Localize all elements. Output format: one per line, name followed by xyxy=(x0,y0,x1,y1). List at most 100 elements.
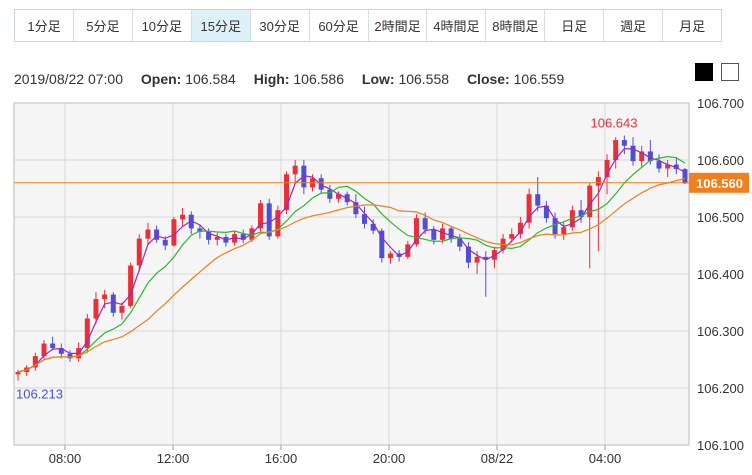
x-tick-label: 08/22 xyxy=(481,451,514,466)
candle-body xyxy=(387,253,393,259)
plot-border xyxy=(13,102,690,446)
candle-body xyxy=(353,202,359,215)
candle-body xyxy=(474,256,480,263)
ma-mid-line xyxy=(17,155,686,373)
timeframe-tab-2[interactable]: 10分足 xyxy=(133,10,192,41)
ma-fast-line xyxy=(17,147,686,373)
ohlc-low-label: Low: xyxy=(361,71,395,87)
ohlc-close-value: 106.559 xyxy=(513,71,565,87)
candle-body xyxy=(171,219,177,246)
candle-body xyxy=(543,205,549,219)
candle-body xyxy=(84,318,90,349)
ohlc-high-value: 106.586 xyxy=(293,71,344,87)
timeframe-tab-5[interactable]: 60分足 xyxy=(310,10,369,41)
timeframe-tab-8[interactable]: 8時間足 xyxy=(486,10,546,41)
ohlc-open-value: 106.584 xyxy=(185,71,236,87)
y-tick-label: 106.600 xyxy=(697,153,744,168)
candle-body xyxy=(361,214,367,224)
candle-body xyxy=(483,256,489,260)
dark-theme-button[interactable] xyxy=(695,63,713,81)
candle-body xyxy=(336,194,342,199)
candle-body xyxy=(32,356,38,368)
candle-body xyxy=(439,228,445,240)
candle-body xyxy=(561,227,567,235)
candle-body xyxy=(509,234,515,239)
candle-body xyxy=(67,353,73,359)
candle-body xyxy=(93,299,99,319)
timeframe-tab-11[interactable]: 月足 xyxy=(679,19,706,34)
candle-body xyxy=(58,348,64,354)
timeframe-tab-10[interactable]: 週足 xyxy=(604,10,664,41)
candle-body xyxy=(552,218,558,235)
y-tick-label: 106.400 xyxy=(697,267,744,282)
candle-body xyxy=(422,218,428,230)
low-marker-label: 106.213 xyxy=(16,387,63,402)
candle-body xyxy=(604,160,610,178)
candle-body xyxy=(206,231,212,240)
candle-body xyxy=(50,343,56,349)
candle-body xyxy=(197,228,203,232)
candle-body xyxy=(526,194,532,223)
timeframe-tab-4[interactable]: 30分足 xyxy=(251,10,310,41)
candle-body xyxy=(145,229,151,239)
current-price-tag xyxy=(689,172,749,193)
candle-body xyxy=(621,140,627,146)
candle-body xyxy=(318,178,324,190)
candle-body xyxy=(682,169,688,184)
candle-body xyxy=(180,214,186,220)
candle-body xyxy=(448,228,454,239)
y-tick-label: 106.300 xyxy=(697,324,744,339)
ohlc-high-label: High: xyxy=(253,71,290,87)
candle-body xyxy=(665,164,671,169)
timeframe-tab-1[interactable]: 5分足 xyxy=(74,10,133,41)
candle-body xyxy=(379,230,385,259)
candle-body xyxy=(595,177,601,186)
candle-body xyxy=(413,218,419,245)
y-tick-label: 106.200 xyxy=(697,381,744,396)
ohlc-datetime: 2019/08/22 07:00 xyxy=(14,71,123,87)
candle-body xyxy=(258,203,264,229)
ma-slow-line xyxy=(17,177,686,373)
timeframe-tab-9[interactable]: 日足 xyxy=(545,10,605,41)
candle-body xyxy=(457,238,463,247)
candle-body xyxy=(266,203,272,237)
ohlc-readout: 2019/08/22 07:00 Open: 106.584 High: 106… xyxy=(14,71,564,87)
y-tick-label: 106.700 xyxy=(697,96,744,111)
x-tick-label: 08:00 xyxy=(49,451,82,466)
candle-body xyxy=(240,234,246,240)
y-tick-label: 106.100 xyxy=(697,438,744,453)
candle-body xyxy=(465,246,471,263)
candle-body xyxy=(327,189,333,199)
current-price-label: 106.560 xyxy=(696,176,743,191)
candle-body xyxy=(578,210,584,217)
candle-body xyxy=(136,238,142,266)
ohlc-open-label: Open: xyxy=(140,71,182,87)
candle-body xyxy=(292,165,298,175)
ohlc-low-value: 106.558 xyxy=(398,71,450,87)
candle-body xyxy=(630,145,636,162)
candle-body xyxy=(188,214,194,229)
candle-body xyxy=(431,229,437,240)
candle-body xyxy=(284,174,290,211)
timeframe-tab-3[interactable]: 15分足 xyxy=(191,10,251,41)
candle-body xyxy=(162,239,168,246)
x-tick-label: 20:00 xyxy=(373,451,406,466)
timeframe-tab-6[interactable]: 2時間足 xyxy=(369,10,428,41)
candle-body xyxy=(613,140,619,160)
candle-body xyxy=(396,253,402,257)
x-tick-label: 12:00 xyxy=(157,451,190,466)
timeframe-tab-0[interactable]: 1分足 xyxy=(15,10,74,41)
candle-body xyxy=(214,236,220,240)
light-theme-button[interactable] xyxy=(721,63,739,81)
candle-body xyxy=(110,294,116,313)
candle-body xyxy=(587,185,593,217)
candle-body xyxy=(102,294,108,300)
timeframe-tab-7[interactable]: 4時間足 xyxy=(427,10,487,41)
high-marker-label: 106.643 xyxy=(591,115,638,130)
ohlc-close-label: Close: xyxy=(466,71,510,87)
candle-body xyxy=(154,229,160,240)
x-tick-label: 04:00 xyxy=(589,451,622,466)
candle-body xyxy=(119,305,125,313)
candle-body xyxy=(370,223,376,231)
